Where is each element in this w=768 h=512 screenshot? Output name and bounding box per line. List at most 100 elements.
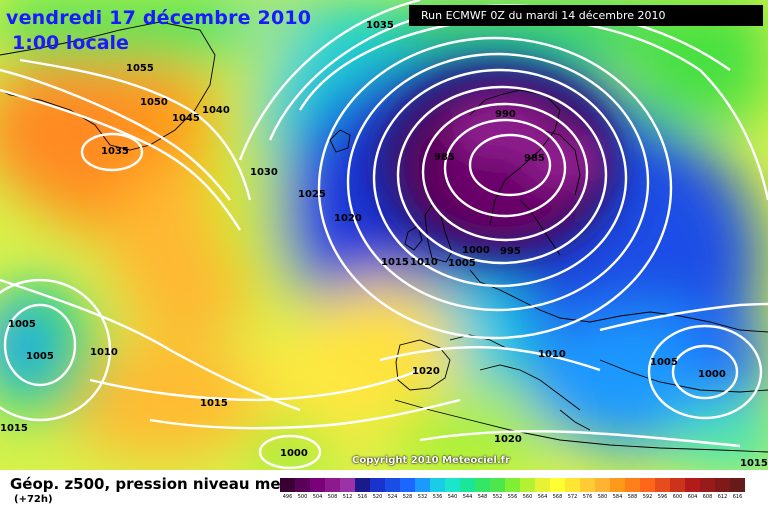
scale-label: 560: [522, 494, 533, 500]
scale-color: [580, 478, 595, 492]
forecast-date: vendredi 17 décembre 2010: [6, 7, 312, 29]
scale-swatch: 528: [400, 478, 415, 500]
run-info: Run ECMWF 0Z du mardi 14 décembre 2010: [409, 5, 763, 26]
scale-swatch: 560: [520, 478, 535, 500]
scale-swatch: 592: [640, 478, 655, 500]
isobar-label: 1035: [366, 20, 394, 31]
isobar-label: 1005: [26, 351, 54, 362]
scale-label: 612: [717, 494, 728, 500]
scale-label: 544: [462, 494, 473, 500]
scale-color: [505, 478, 520, 492]
scale-color: [400, 478, 415, 492]
legend-title: Géop. z500, pression niveau mer: [10, 475, 288, 493]
geopotential-map: 1055 1050 1045 1040 1035 1035 1030 1025 …: [0, 0, 768, 470]
isobar-label: 1010: [410, 257, 438, 268]
copyright: Copyright 2010 Meteociel.fr: [352, 455, 510, 466]
scale-color: [340, 478, 355, 492]
scale-color: [625, 478, 640, 492]
scale-label: 568: [552, 494, 563, 500]
isobar-label: 1035: [101, 146, 129, 157]
scale-swatch: 568: [550, 478, 565, 500]
scale-color: [685, 478, 700, 492]
scale-color: [280, 478, 295, 492]
scale-color: [475, 478, 490, 492]
isobar-label: 1030: [250, 167, 278, 178]
scale-swatch: 576: [580, 478, 595, 500]
scale-label: 532: [417, 494, 428, 500]
scale-color: [460, 478, 475, 492]
scale-label: 616: [732, 494, 743, 500]
scale-swatch: 496: [280, 478, 295, 500]
scale-color: [325, 478, 340, 492]
scale-color: [730, 478, 745, 492]
scale-color: [565, 478, 580, 492]
scale-swatch: 532: [415, 478, 430, 500]
scale-label: 536: [432, 494, 443, 500]
isobar-label: 1025: [298, 189, 326, 200]
scale-swatch: 584: [610, 478, 625, 500]
scale-label: 596: [657, 494, 668, 500]
isobar-label: 985: [434, 152, 455, 163]
isobar-label: 1015: [200, 398, 228, 409]
scale-swatch: 516: [355, 478, 370, 500]
scale-swatch: 536: [430, 478, 445, 500]
forecast-time: 1:00 locale: [12, 32, 129, 54]
scale-color: [445, 478, 460, 492]
isobar-label: 990: [495, 109, 516, 120]
isobar-label: 1015: [0, 423, 28, 434]
isobar-label: 1005: [8, 319, 36, 330]
scale-swatch: 580: [595, 478, 610, 500]
scale-color: [640, 478, 655, 492]
scale-label: 512: [342, 494, 353, 500]
scale-color: [700, 478, 715, 492]
isobar-label: 1040: [202, 105, 230, 116]
forecast-lead: (+72h): [14, 494, 53, 505]
scale-color: [310, 478, 325, 492]
scale-swatch: 512: [340, 478, 355, 500]
scale-label: 556: [507, 494, 518, 500]
isobar-label: 995: [500, 246, 521, 257]
scale-label: 520: [372, 494, 383, 500]
scale-label: 504: [312, 494, 323, 500]
isobar-label: 1020: [412, 366, 440, 377]
scale-color: [550, 478, 565, 492]
scale-swatch: 608: [700, 478, 715, 500]
scale-label: 584: [612, 494, 623, 500]
isobar-label: 1000: [280, 448, 308, 459]
isobar-label: 1020: [334, 213, 362, 224]
isobar-label: 1055: [126, 63, 154, 74]
isobar-label: 1000: [462, 245, 490, 256]
isobar-label: 1015: [381, 257, 409, 268]
scale-label: 588: [627, 494, 638, 500]
isobar-label: 1010: [90, 347, 118, 358]
scale-swatch: 604: [685, 478, 700, 500]
scale-label: 500: [297, 494, 308, 500]
scale-label: 528: [402, 494, 413, 500]
scale-swatch: 588: [625, 478, 640, 500]
scale-swatch: 508: [325, 478, 340, 500]
isobar-label: 1010: [538, 349, 566, 360]
scale-swatch: 524: [385, 478, 400, 500]
scale-color: [385, 478, 400, 492]
scale-label: 600: [672, 494, 683, 500]
isobar-label: 985: [524, 153, 545, 164]
scale-color: [520, 478, 535, 492]
scale-swatch: 540: [445, 478, 460, 500]
scale-label: 516: [357, 494, 368, 500]
isobar-labels: 1055 1050 1045 1040 1035 1035 1030 1025 …: [0, 20, 768, 469]
scale-label: 508: [327, 494, 338, 500]
scale-swatch: 564: [535, 478, 550, 500]
scale-swatch: 616: [730, 478, 745, 500]
scale-label: 576: [582, 494, 593, 500]
scale-label: 524: [387, 494, 398, 500]
scale-swatch: 572: [565, 478, 580, 500]
scale-color: [595, 478, 610, 492]
scale-color: [370, 478, 385, 492]
isobars: [0, 0, 768, 470]
isobar-label: 1005: [448, 258, 476, 269]
scale-label: 552: [492, 494, 503, 500]
scale-swatch: 600: [670, 478, 685, 500]
scale-label: 540: [447, 494, 458, 500]
scale-swatch: 548: [475, 478, 490, 500]
